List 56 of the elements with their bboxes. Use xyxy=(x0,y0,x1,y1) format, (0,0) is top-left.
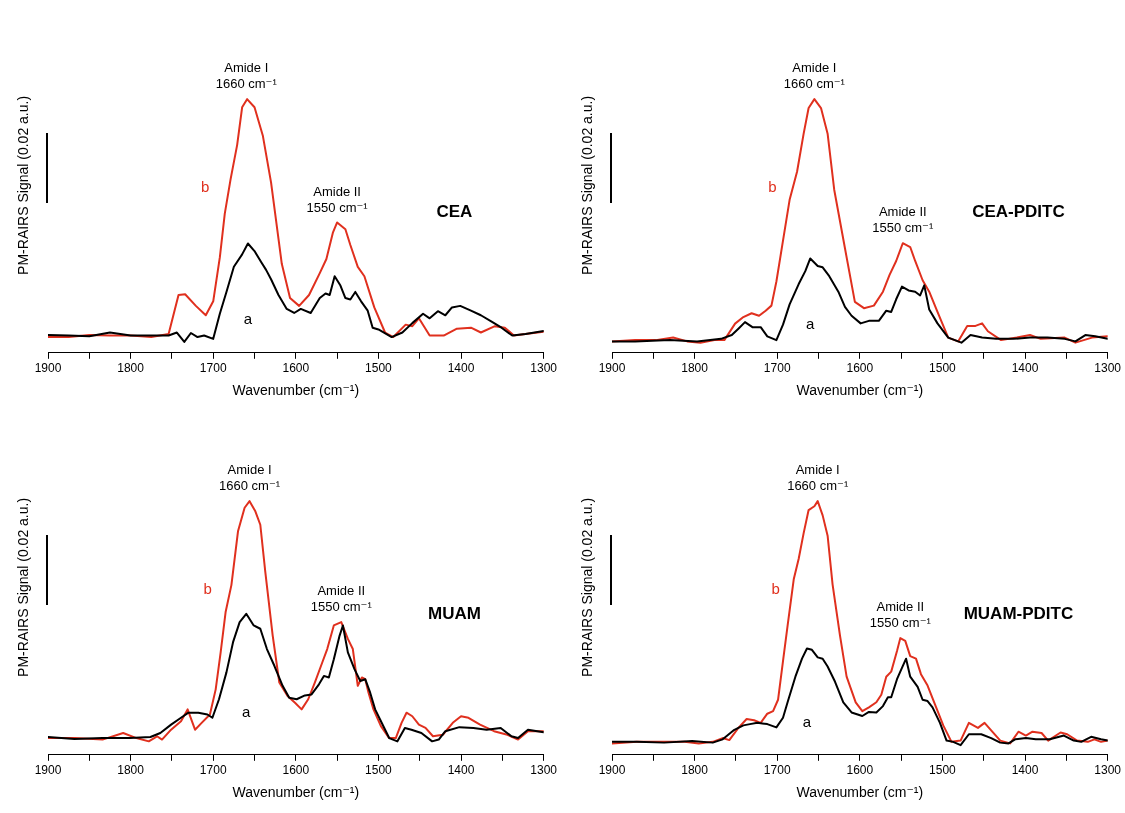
x-axis-title: Wavenumber (cm⁻¹) xyxy=(796,784,924,801)
annotation: Amide I 1660 cm⁻¹ xyxy=(215,60,278,92)
series-label: a xyxy=(242,702,252,720)
x-axis-title: Wavenumber (cm⁻¹) xyxy=(232,382,360,399)
x-tick-label: 1400 xyxy=(447,763,475,778)
series-label: b xyxy=(200,178,210,196)
x-tick-label: 1600 xyxy=(846,361,874,376)
x-tick-label: 1600 xyxy=(282,361,310,376)
series-label: b xyxy=(771,580,780,598)
x-tick-label: 1400 xyxy=(447,361,475,376)
x-tick-label: 1400 xyxy=(1011,763,1039,778)
text: MUAM-PDITC xyxy=(963,603,1074,623)
x-axis-title: Wavenumber (cm⁻¹) xyxy=(232,784,360,801)
x-tick-label: 1600 xyxy=(282,763,310,778)
y-axis-title: PM-RAIRS Signal (0.02 a.u.) xyxy=(578,95,595,275)
x-tick-label: 1500 xyxy=(929,763,957,778)
x-tick-label: 1300 xyxy=(1094,361,1122,376)
annotation: Amide I 1660 cm⁻¹ xyxy=(787,462,849,494)
annotation: Amide II 1550 cm⁻¹ xyxy=(869,599,932,631)
series-label: b xyxy=(203,580,212,598)
x-tick-label: 1300 xyxy=(1094,763,1122,778)
x-tick-label: 1800 xyxy=(681,763,709,778)
x-tick-label: 1800 xyxy=(117,763,145,778)
x-tick-label: 1700 xyxy=(763,361,791,376)
x-tick-label: 1700 xyxy=(199,361,227,376)
y-axis-title: PM-RAIRS Signal (0.02 a.u.) xyxy=(14,497,31,677)
x-tick-label: 1900 xyxy=(598,763,626,778)
series-label: a xyxy=(806,314,816,332)
x-tick-label: 1700 xyxy=(763,763,791,778)
annotation: Amide I 1660 cm⁻¹ xyxy=(783,60,846,92)
y-axis-title: PM-RAIRS Signal (0.02 a.u.) xyxy=(14,95,31,275)
y-axis-title: PM-RAIRS Signal (0.02 a.u.) xyxy=(578,497,595,677)
text: CEA xyxy=(436,201,473,221)
x-tick-label: 1500 xyxy=(929,361,957,376)
x-tick-label: 1700 xyxy=(199,763,227,778)
text: MUAM xyxy=(427,603,481,623)
x-tick-label: 1600 xyxy=(846,763,874,778)
x-tick-label: 1900 xyxy=(34,361,62,376)
series-label: a xyxy=(243,310,253,328)
x-tick-label: 1900 xyxy=(34,763,62,778)
annotation: Amide II 1550 cm⁻¹ xyxy=(306,183,369,215)
annotation: Amide I 1660 cm⁻¹ xyxy=(219,462,281,494)
x-tick-label: 1300 xyxy=(530,361,558,376)
series-label: a xyxy=(802,713,812,731)
x-tick-label: 1500 xyxy=(365,361,393,376)
annotation: Amide II 1550 cm⁻¹ xyxy=(310,583,373,615)
x-axis-title: Wavenumber (cm⁻¹) xyxy=(796,382,924,399)
x-tick-label: 1900 xyxy=(598,361,626,376)
x-tick-label: 1500 xyxy=(365,763,393,778)
x-tick-label: 1300 xyxy=(530,763,558,778)
x-tick-label: 1800 xyxy=(681,361,709,376)
x-tick-label: 1800 xyxy=(117,361,145,376)
annotation: Amide II 1550 cm⁻¹ xyxy=(872,204,934,236)
x-tick-label: 1400 xyxy=(1011,361,1039,376)
text: CEA-PDITC xyxy=(972,201,1065,221)
series-label: b xyxy=(768,178,777,196)
